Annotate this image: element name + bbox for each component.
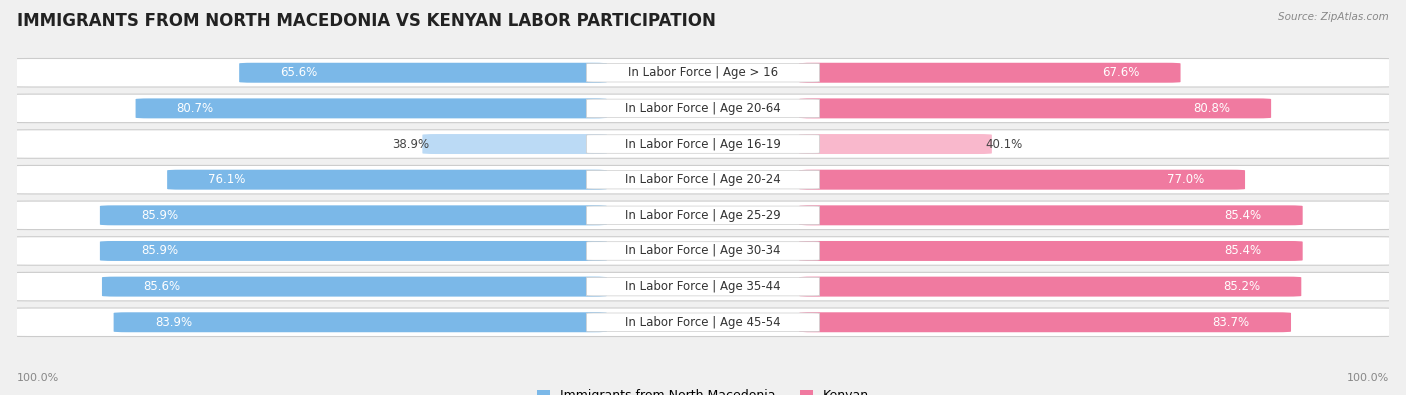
Text: 80.8%: 80.8% xyxy=(1192,102,1230,115)
FancyBboxPatch shape xyxy=(586,135,820,153)
FancyBboxPatch shape xyxy=(3,130,1403,158)
Text: In Labor Force | Age 16-19: In Labor Force | Age 16-19 xyxy=(626,137,780,150)
FancyBboxPatch shape xyxy=(3,237,1403,265)
Text: IMMIGRANTS FROM NORTH MACEDONIA VS KENYAN LABOR PARTICIPATION: IMMIGRANTS FROM NORTH MACEDONIA VS KENYA… xyxy=(17,12,716,30)
Text: 85.6%: 85.6% xyxy=(143,280,180,293)
Text: 67.6%: 67.6% xyxy=(1102,66,1139,79)
FancyBboxPatch shape xyxy=(3,308,1403,337)
Text: 85.2%: 85.2% xyxy=(1223,280,1260,293)
FancyBboxPatch shape xyxy=(3,94,1403,122)
FancyBboxPatch shape xyxy=(239,63,607,83)
FancyBboxPatch shape xyxy=(114,312,607,332)
Text: In Labor Force | Age 45-54: In Labor Force | Age 45-54 xyxy=(626,316,780,329)
Text: 65.6%: 65.6% xyxy=(280,66,318,79)
Text: In Labor Force | Age > 16: In Labor Force | Age > 16 xyxy=(628,66,778,79)
Text: 77.0%: 77.0% xyxy=(1167,173,1204,186)
FancyBboxPatch shape xyxy=(799,134,991,154)
Text: In Labor Force | Age 25-29: In Labor Force | Age 25-29 xyxy=(626,209,780,222)
Text: 38.9%: 38.9% xyxy=(392,137,429,150)
FancyBboxPatch shape xyxy=(586,277,820,296)
Text: 76.1%: 76.1% xyxy=(208,173,246,186)
FancyBboxPatch shape xyxy=(586,64,820,82)
Text: In Labor Force | Age 20-24: In Labor Force | Age 20-24 xyxy=(626,173,780,186)
FancyBboxPatch shape xyxy=(422,134,607,154)
Text: In Labor Force | Age 35-44: In Labor Force | Age 35-44 xyxy=(626,280,780,293)
Text: 85.4%: 85.4% xyxy=(1225,245,1261,258)
FancyBboxPatch shape xyxy=(799,170,1246,190)
FancyBboxPatch shape xyxy=(3,58,1403,87)
Text: In Labor Force | Age 30-34: In Labor Force | Age 30-34 xyxy=(626,245,780,258)
FancyBboxPatch shape xyxy=(586,242,820,260)
Text: 40.1%: 40.1% xyxy=(986,137,1022,150)
Text: In Labor Force | Age 20-64: In Labor Force | Age 20-64 xyxy=(626,102,780,115)
FancyBboxPatch shape xyxy=(3,166,1403,194)
FancyBboxPatch shape xyxy=(799,63,1181,83)
FancyBboxPatch shape xyxy=(799,98,1271,118)
Text: 85.9%: 85.9% xyxy=(141,245,179,258)
Text: 83.7%: 83.7% xyxy=(1213,316,1250,329)
Text: 100.0%: 100.0% xyxy=(1347,373,1389,383)
FancyBboxPatch shape xyxy=(103,276,607,297)
FancyBboxPatch shape xyxy=(135,98,607,118)
FancyBboxPatch shape xyxy=(586,170,820,189)
FancyBboxPatch shape xyxy=(799,241,1303,261)
FancyBboxPatch shape xyxy=(586,313,820,331)
Text: 100.0%: 100.0% xyxy=(17,373,59,383)
FancyBboxPatch shape xyxy=(3,273,1403,301)
Text: 85.4%: 85.4% xyxy=(1225,209,1261,222)
FancyBboxPatch shape xyxy=(167,170,607,190)
FancyBboxPatch shape xyxy=(3,201,1403,229)
FancyBboxPatch shape xyxy=(586,206,820,225)
Text: Source: ZipAtlas.com: Source: ZipAtlas.com xyxy=(1278,12,1389,22)
Text: 85.9%: 85.9% xyxy=(141,209,179,222)
FancyBboxPatch shape xyxy=(586,99,820,118)
FancyBboxPatch shape xyxy=(100,205,607,225)
FancyBboxPatch shape xyxy=(799,205,1303,225)
FancyBboxPatch shape xyxy=(799,312,1291,332)
Text: 83.9%: 83.9% xyxy=(155,316,191,329)
FancyBboxPatch shape xyxy=(799,276,1302,297)
FancyBboxPatch shape xyxy=(100,241,607,261)
Legend: Immigrants from North Macedonia, Kenyan: Immigrants from North Macedonia, Kenyan xyxy=(537,389,869,395)
Text: 80.7%: 80.7% xyxy=(177,102,214,115)
